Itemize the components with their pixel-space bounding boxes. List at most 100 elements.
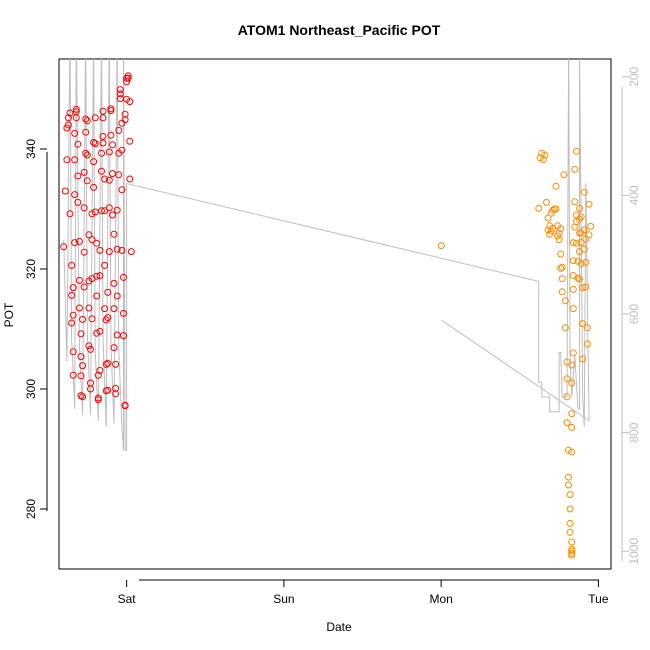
late-profiles-point: [568, 361, 576, 369]
early-profiles-point: [77, 392, 85, 400]
early-profiles-point: [71, 129, 79, 137]
early-profiles-point: [121, 401, 129, 409]
early-profiles-point: [120, 309, 127, 317]
early-profiles-point: [90, 138, 98, 146]
early-profiles-point: [109, 170, 116, 178]
late-profiles-point: [579, 320, 587, 328]
late-profiles-point: [558, 263, 566, 271]
early-profiles-point: [61, 187, 69, 195]
late-profiles-point: [566, 505, 574, 513]
early-profiles-point: [64, 121, 72, 129]
late-profiles-point: [563, 375, 571, 383]
late-profiles-point: [566, 491, 574, 499]
early-profiles-point: [112, 390, 120, 398]
early-profiles-point: [90, 158, 98, 166]
early-profiles-point: [126, 98, 134, 106]
early-profiles-point: [99, 114, 107, 122]
late-profiles-point: [560, 171, 568, 179]
late-profiles-point: [569, 239, 577, 247]
late-profiles-point: [549, 206, 557, 214]
late-profiles-point: [563, 393, 571, 401]
early-profiles-point: [87, 345, 94, 353]
early-profiles-point: [104, 314, 112, 322]
late-profiles-point: [563, 419, 571, 427]
early-profiles-point: [99, 107, 107, 115]
early-profiles-point: [98, 167, 105, 175]
early-profiles-point: [83, 117, 91, 125]
early-profiles-point: [77, 372, 85, 380]
late-profiles-point: [565, 473, 572, 481]
early-profiles-point: [96, 327, 104, 335]
early-profiles-point: [60, 243, 68, 251]
late-profiles-point: [579, 355, 587, 363]
early-profiles-point: [80, 168, 88, 176]
chart-title: ATOM1 Northeast_Pacific POT: [238, 22, 441, 38]
plot-frame: [58, 58, 612, 570]
late-profiles-point: [566, 528, 574, 536]
early-profiles-point: [79, 393, 87, 401]
late-profiles-point: [543, 198, 550, 206]
early-profiles-point: [91, 208, 99, 216]
late-profiles-point: [569, 349, 577, 357]
early-profiles-point: [124, 72, 132, 80]
y-ticks: 280 300 320 340: [24, 139, 47, 519]
late-profiles-point: [585, 200, 593, 208]
right-tick-label: 600: [627, 304, 641, 324]
early-profiles-point: [104, 386, 112, 394]
early-profiles-point: [77, 330, 85, 338]
x-tick-label: Tue: [588, 592, 609, 606]
early-profiles-point: [74, 140, 82, 148]
early-profiles-point: [105, 204, 113, 212]
x-tick-label: Sun: [273, 592, 294, 606]
late-profiles-point: [572, 147, 580, 155]
early-profiles-point: [91, 140, 99, 148]
early-profiles-point: [85, 342, 93, 350]
early-profiles-point: [112, 360, 120, 368]
late-profiles-point: [579, 284, 587, 292]
early-profiles-point: [121, 116, 129, 124]
late-profiles-point: [552, 205, 560, 213]
late-profiles-point: [568, 545, 576, 553]
y-axis-label: POT: [2, 302, 16, 327]
x-axis-label: Date: [326, 620, 352, 634]
early-profiles-point: [107, 105, 115, 113]
late-profiles-point: [539, 156, 547, 164]
late-profiles-point: [569, 257, 577, 265]
late-profiles-point: [574, 274, 582, 282]
early-profiles-point: [118, 246, 126, 254]
early-profiles-point: [123, 78, 131, 86]
early-profiles-point: [109, 211, 116, 219]
early-profiles-point: [77, 353, 85, 361]
early-profiles-point: [99, 132, 107, 140]
early-profiles-point: [109, 141, 116, 149]
late-profiles-point: [552, 182, 560, 190]
early-profiles-point: [79, 315, 87, 323]
early-profiles-point: [110, 279, 118, 287]
early-profiles-point: [82, 115, 90, 123]
x-tick-label: Mon: [429, 592, 452, 606]
late-profiles-point: [571, 198, 579, 206]
early-profiles-point: [105, 148, 113, 156]
early-profiles-point: [124, 74, 132, 82]
early-profiles-point: [105, 248, 113, 256]
early-profiles-point: [98, 149, 105, 157]
early-profiles-point: [90, 183, 98, 191]
right-tick-label: 800: [627, 422, 641, 442]
late-profiles-point: [587, 222, 595, 230]
early-profiles-point: [104, 359, 112, 367]
y-tick-label: 320: [24, 259, 38, 279]
early-profiles-point: [96, 366, 104, 374]
early-profiles-point: [66, 210, 74, 218]
early-profiles-point: [72, 108, 80, 116]
late-profiles-point: [572, 239, 580, 247]
late-profiles-point: [582, 283, 590, 291]
early-profiles-point: [110, 344, 118, 352]
early-profiles-point: [120, 273, 127, 281]
early-profiles-point: [112, 384, 120, 392]
late-profiles-point: [583, 324, 591, 332]
early-profiles-point: [64, 114, 72, 122]
late-profiles-point: [561, 324, 569, 332]
early-profiles-point: [82, 128, 90, 136]
late-profiles-point: [568, 410, 576, 418]
late-profiles-point: [557, 264, 565, 272]
